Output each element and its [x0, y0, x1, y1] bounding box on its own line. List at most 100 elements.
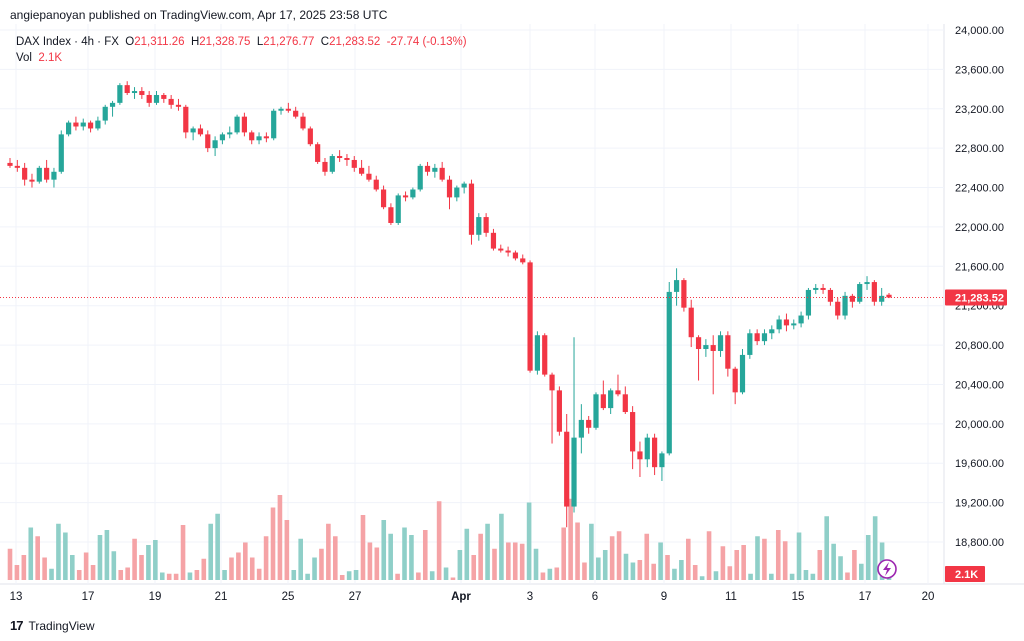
volume-bar [755, 536, 760, 580]
candle [205, 130, 211, 153]
volume-bar [769, 573, 774, 580]
candle [80, 118, 86, 131]
volume-bar [346, 571, 352, 580]
volume-bar [422, 530, 428, 580]
candle [124, 81, 130, 95]
volume-bar [582, 562, 587, 580]
y-tick-label: 22,800.00 [955, 143, 1004, 155]
close-value: 21,283.52 [329, 36, 381, 48]
price-axis[interactable]: 24,000.00 23,600.00 23,200.00 22,800.00 22,4… [955, 25, 1004, 549]
candle [630, 406, 636, 470]
candle [512, 250, 519, 261]
volume-bar [720, 546, 726, 580]
brand-name: TradingView [28, 618, 95, 633]
candlestick-chart[interactable]: 24,000.00 23,600.00 23,200.00 22,800.00 22,4… [0, 24, 1024, 608]
candle [578, 404, 584, 454]
candle [461, 181, 467, 194]
candle [153, 91, 160, 105]
candle [395, 193, 401, 225]
change-value: -27.74 (-0.13%) [386, 36, 467, 48]
volume-bar [575, 522, 580, 580]
candle [725, 331, 731, 377]
volume-bar [741, 545, 746, 580]
candle [344, 154, 350, 166]
candle [351, 156, 357, 172]
x-tick-label: Apr [451, 591, 471, 603]
candle [747, 329, 753, 359]
volume-bar [748, 573, 753, 580]
candle [498, 244, 504, 253]
volume-bar [395, 573, 400, 580]
candle [439, 161, 445, 182]
volume-bar [416, 572, 421, 580]
candle [681, 278, 687, 312]
volume-bar [713, 571, 719, 580]
volume-bar [153, 540, 158, 580]
vol-value: 2.1K [38, 52, 63, 64]
candle [234, 114, 240, 135]
candle [227, 126, 233, 139]
volume-row: Vol 2.1K [16, 50, 467, 66]
volume-bar [83, 552, 89, 580]
volume-bar [111, 551, 117, 580]
candles [7, 81, 892, 528]
candle [586, 415, 592, 434]
candle [175, 98, 182, 111]
volume-bar [166, 573, 172, 580]
candle [337, 150, 343, 162]
volume-bar [865, 535, 871, 580]
candle [688, 299, 694, 348]
candle [219, 132, 226, 145]
x-tick-label: 27 [349, 591, 362, 603]
volume-bar [291, 570, 297, 580]
candle [315, 142, 321, 164]
candle [95, 116, 101, 131]
candle [739, 349, 746, 395]
candle [820, 284, 826, 294]
volume-badge-text: 2.1K [955, 569, 978, 581]
last-price-text: 21,283.52 [955, 292, 1004, 304]
y-tick-label: 18,800.00 [955, 537, 1004, 549]
candle [710, 335, 716, 395]
candle [58, 130, 64, 174]
candle [835, 297, 841, 320]
candle [827, 287, 833, 306]
candle [307, 126, 313, 147]
candle [293, 106, 299, 119]
candle [73, 116, 79, 131]
volume-bar [512, 542, 518, 580]
candle [212, 136, 218, 157]
candle [857, 282, 863, 304]
flash-icon[interactable] [877, 559, 897, 579]
time-axis[interactable]: 13 17 19 21 25 27 Apr 3 6 9 11 15 17 20 [10, 591, 935, 603]
candle [432, 163, 438, 178]
volume-bar [339, 575, 345, 580]
volume-bar [506, 542, 511, 580]
candle [615, 374, 621, 397]
candle [659, 451, 665, 481]
volume-bar [665, 555, 670, 580]
volume-bar [540, 572, 546, 580]
candle [542, 333, 548, 377]
low-label: L [256, 36, 264, 48]
volume-bar [810, 573, 816, 580]
volume-bar [630, 562, 636, 580]
volume-bar [499, 513, 504, 580]
candle [534, 331, 540, 375]
candle [791, 319, 797, 330]
tradingview-logo-icon: 17 [10, 618, 24, 633]
volume-bar [519, 543, 525, 580]
candle [329, 154, 335, 174]
volume-bar [651, 563, 656, 580]
volume-bar [42, 557, 47, 580]
volume-bar [734, 550, 740, 580]
volume-bar [76, 570, 82, 580]
volume-bar [623, 553, 629, 580]
footer[interactable]: 17 TradingView [10, 618, 95, 633]
volume-bar [457, 550, 463, 580]
candle [256, 132, 262, 145]
volume-bar [381, 520, 387, 580]
candle [29, 173, 35, 188]
symbol-label[interactable]: DAX Index · 4h · FX [16, 36, 119, 48]
high-label: H [190, 36, 200, 48]
